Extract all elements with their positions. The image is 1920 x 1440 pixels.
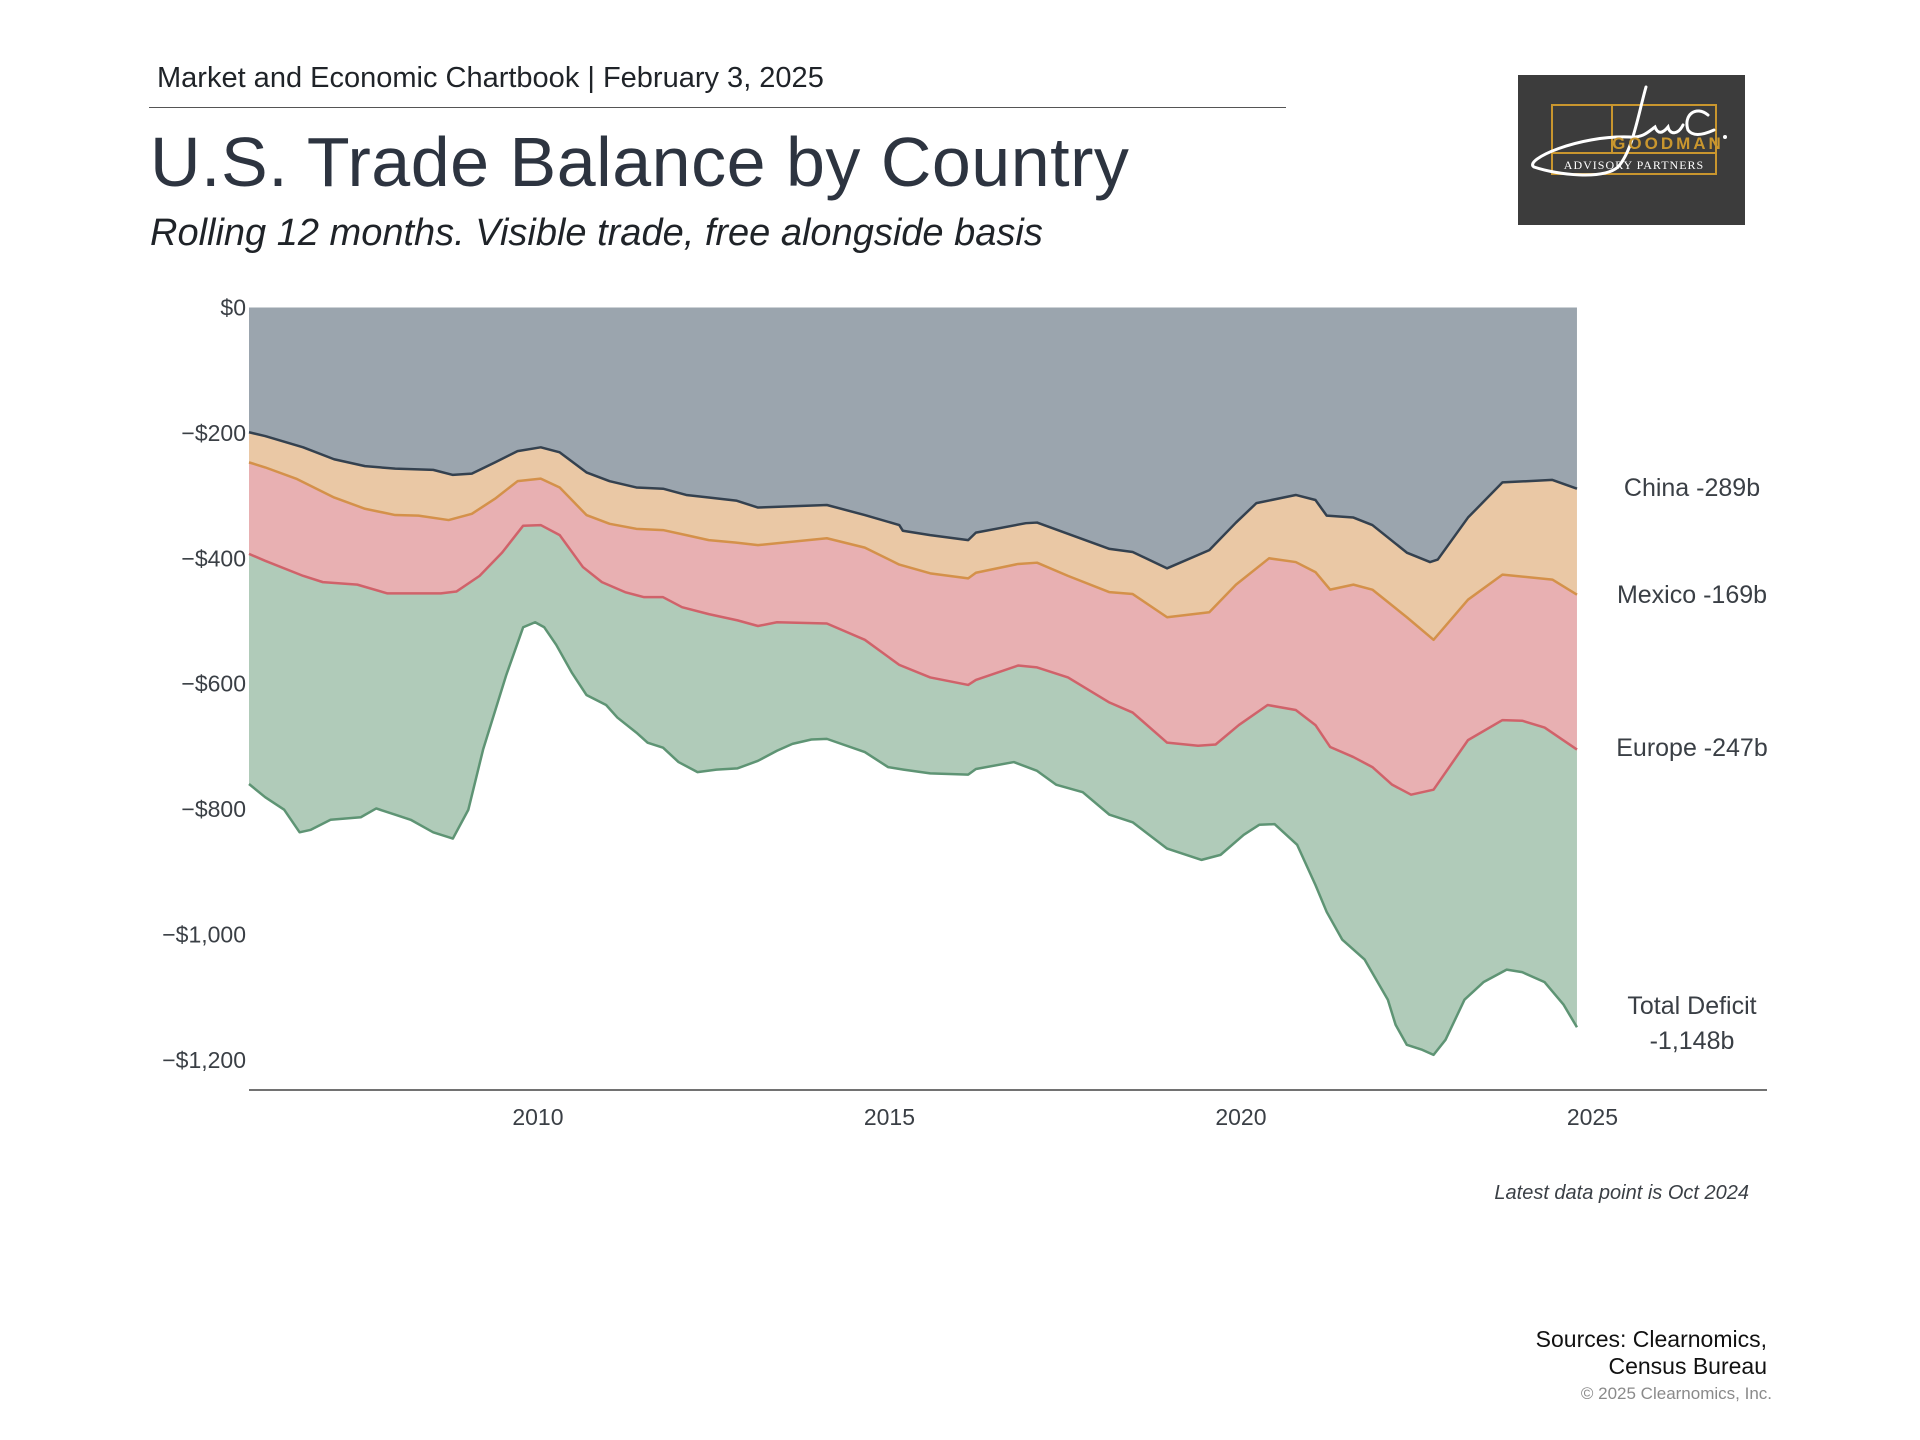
x-tick-label: 2015 [864,1104,915,1130]
x-axis-ticks: 2010 2015 2020 2025 [512,1104,1618,1130]
end-label-europe: Europe -247b [1616,734,1768,762]
europe-line [248,523,1578,796]
y-tick-label: −$200 [181,420,246,446]
chartbook-kicker: Market and Economic Chartbook | February… [157,62,824,94]
total-line [248,621,1579,1057]
copyright: © 2025 Clearnomics, Inc. [1580,1384,1772,1403]
end-label-total-value: -1,148b [1650,1027,1735,1055]
end-label-china: China -289b [1624,474,1760,502]
company-logo: GOODMAN ADVISORY PARTNERS [1518,75,1745,225]
y-tick-label: −$1,000 [162,922,246,948]
y-tick-label: $0 [220,295,246,321]
y-axis-ticks: $0 −$200 −$400 −$600 −$800 −$1,000 −$1,200 [162,295,246,1073]
y-tick-label: −$800 [181,796,246,822]
x-tick-label: 2020 [1215,1104,1266,1130]
mexico-area [249,432,1577,640]
sources-line-2: Census Bureau [1608,1353,1767,1379]
sources-line-1: Sources: Clearnomics, [1535,1326,1767,1352]
stacked-areas [249,307,1577,1055]
total-area [249,525,1577,1055]
sources: Sources: Clearnomics, Census Bureau [1536,1326,1767,1380]
europe-area [249,462,1577,795]
header-divider [149,107,1286,108]
x-tick-label: 2025 [1567,1104,1618,1130]
mexico-line [248,461,1578,642]
series-lines [248,431,1579,1057]
end-label-mexico: Mexico -169b [1617,581,1767,609]
end-label-total: Total Deficit [1627,992,1756,1020]
latest-data-note: Latest data point is Oct 2024 [1494,1182,1749,1204]
logo-name: GOODMAN [1612,134,1724,153]
y-tick-label: −$400 [181,545,246,571]
china-area [249,307,1577,569]
china-line [248,431,1578,570]
y-tick-label: −$1,200 [162,1047,246,1073]
page-subtitle: Rolling 12 months. Visible trade, free a… [150,212,1043,254]
page-title: U.S. Trade Balance by Country [150,123,1130,201]
logo-tagline: ADVISORY PARTNERS [1564,158,1704,172]
y-tick-label: −$600 [181,671,246,697]
logo-mark: GOODMAN ADVISORY PARTNERS [1531,85,1727,177]
x-tick-label: 2010 [512,1104,563,1130]
